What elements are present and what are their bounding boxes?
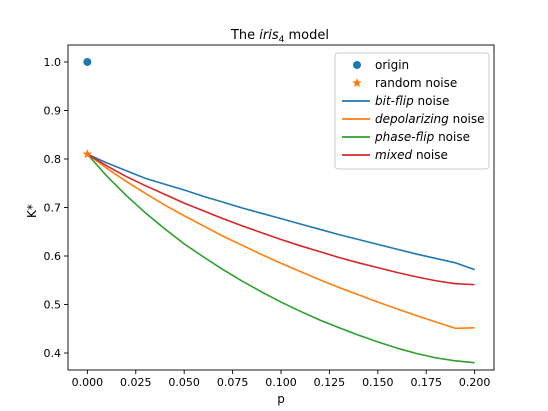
- x-tick-label: 0.175: [410, 376, 442, 389]
- x-tick-label: 0.200: [459, 376, 491, 389]
- y-tick-label: 0.5: [44, 299, 62, 312]
- plot-area: [82, 57, 475, 364]
- x-tick-label: 0.125: [314, 376, 346, 389]
- y-tick-label: 0.8: [44, 153, 62, 166]
- x-tick-label: 0.050: [168, 376, 200, 389]
- x-tick-label: 0.025: [120, 376, 152, 389]
- y-tick-label: 1.0: [44, 56, 62, 69]
- legend-label: origin: [375, 58, 409, 72]
- legend-label: mixed noise: [375, 148, 448, 162]
- y-tick-label: 0.6: [44, 250, 62, 263]
- legend-label: depolarizing noise: [375, 112, 485, 126]
- y-axis-title: K*: [25, 204, 39, 218]
- series-line-2: [86, 153, 475, 364]
- chart-title: The iris4 model: [230, 28, 329, 45]
- series-line-0: [87, 153, 475, 271]
- axes: 0.000 0.025 0.050 0.075 0.100 0.125 0.150 0.175…: [44, 44, 495, 389]
- x-tick-label: 0.075: [217, 376, 249, 389]
- series-line-1: [86, 153, 475, 330]
- legend-label: phase-flip noise: [374, 130, 470, 144]
- x-tick-label: 0.000: [72, 376, 104, 389]
- x-axis-title: p: [277, 392, 285, 406]
- y-tick-label: 0.9: [44, 104, 62, 117]
- x-tick-label: 0.100: [265, 376, 297, 389]
- y-tick-label: 0.7: [44, 202, 62, 215]
- series-line-3: [86, 153, 475, 286]
- point-origin: [83, 57, 92, 66]
- x-tick-label: 0.150: [362, 376, 394, 389]
- legend-marker-random-noise: [352, 78, 362, 88]
- legend-marker-origin: [353, 61, 361, 69]
- legend-box: [334, 52, 490, 170]
- y-tick-label: 0.4: [44, 347, 62, 360]
- legend: origin random noise bit-flip noise depolari…: [334, 52, 490, 170]
- point-random-noise: [82, 149, 93, 159]
- legend-label: bit-flip noise: [375, 94, 449, 108]
- legend-label: random noise: [375, 76, 457, 90]
